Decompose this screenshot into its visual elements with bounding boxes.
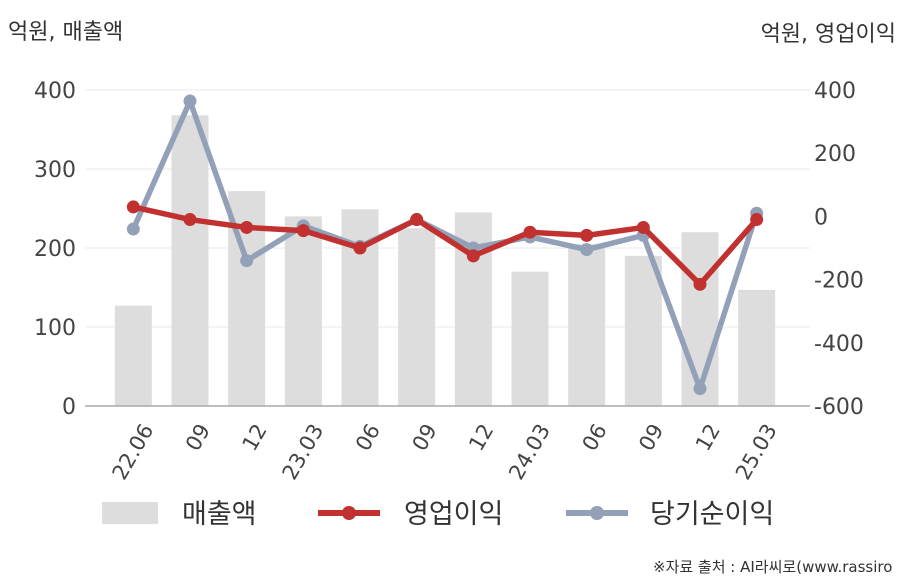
legend-label-op-income: 영업이익 bbox=[404, 499, 503, 530]
x-tick-label: 25.03 bbox=[731, 420, 782, 484]
right-tick-label: -200 bbox=[814, 269, 864, 294]
left-tick-label: 400 bbox=[34, 79, 76, 104]
bar-8 bbox=[568, 244, 606, 406]
op-income-point bbox=[693, 277, 707, 291]
net-income-point bbox=[580, 243, 594, 257]
legend-label-sales: 매출액 bbox=[182, 499, 257, 530]
bar-0 bbox=[114, 305, 152, 406]
op-income-point bbox=[183, 213, 197, 227]
left-tick-label: 300 bbox=[34, 158, 76, 183]
bar-3 bbox=[284, 216, 322, 406]
x-tick-label: 09 bbox=[408, 420, 442, 455]
x-tick-label: 12 bbox=[691, 420, 725, 455]
bar-1 bbox=[171, 115, 209, 406]
left-tick-label: 100 bbox=[34, 316, 76, 341]
right-tick-label: -400 bbox=[814, 332, 864, 357]
x-tick-label: 22.06 bbox=[108, 420, 159, 484]
op-income-point bbox=[296, 224, 310, 238]
net-income-point bbox=[183, 94, 197, 108]
op-income-point bbox=[580, 228, 594, 242]
net-income-point bbox=[693, 382, 707, 396]
x-tick-label: 09 bbox=[634, 420, 668, 455]
op-income-point bbox=[410, 213, 424, 227]
x-tick-label: 06 bbox=[578, 420, 612, 455]
x-tick-label: 12 bbox=[464, 420, 498, 455]
op-income-point bbox=[126, 200, 140, 214]
legend-marker-net-income bbox=[590, 506, 604, 520]
net-income-point bbox=[126, 222, 140, 236]
bar-5 bbox=[398, 228, 436, 406]
x-tick-label: 23.03 bbox=[278, 420, 329, 484]
source-note: ※자료 출처 : AI라씨로(www.rassiro bbox=[653, 558, 893, 576]
right-tick-label: 400 bbox=[814, 79, 856, 104]
bar-9 bbox=[624, 255, 662, 406]
op-income-point bbox=[240, 220, 254, 234]
bar-11 bbox=[738, 289, 776, 406]
x-tick-label: 24.03 bbox=[504, 420, 555, 484]
line-net-income bbox=[130, 98, 760, 392]
legend-label-net-income: 당기순이익 bbox=[650, 499, 774, 530]
right-axis-title: 억원, 영업이익 bbox=[760, 22, 896, 47]
x-tick-label: 12 bbox=[238, 420, 272, 455]
left-tick-label: 200 bbox=[34, 237, 76, 262]
left-axis-title: 억원, 매출액 bbox=[8, 20, 124, 45]
x-tick-label: 09 bbox=[181, 420, 215, 455]
bar-7 bbox=[511, 271, 549, 406]
right-tick-label: 200 bbox=[814, 142, 856, 167]
bar-10 bbox=[681, 232, 719, 406]
op-income-point bbox=[636, 220, 650, 234]
line-op-income bbox=[130, 204, 760, 288]
op-income-point bbox=[353, 241, 367, 255]
x-tick-label: 06 bbox=[351, 420, 385, 455]
legend-marker-op-income bbox=[342, 506, 356, 520]
left-tick-label: 0 bbox=[62, 395, 76, 420]
right-tick-label: -600 bbox=[814, 395, 864, 420]
net-income-point bbox=[240, 254, 254, 268]
op-income-point bbox=[750, 213, 764, 227]
op-income-point bbox=[466, 249, 480, 263]
right-tick-label: 0 bbox=[814, 205, 828, 230]
legend-swatch-sales bbox=[102, 502, 158, 524]
op-income-point bbox=[523, 225, 537, 239]
